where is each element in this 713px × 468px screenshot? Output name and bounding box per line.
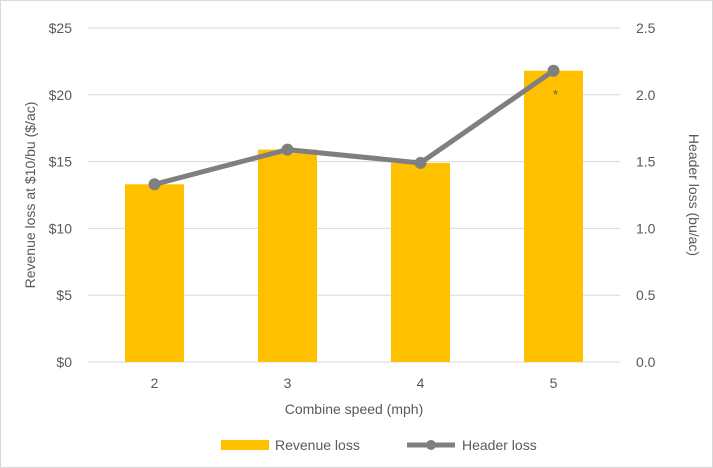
y-tick-label: $25 (49, 20, 73, 36)
y-tick-label: $15 (49, 154, 73, 170)
y2-axis-ticks: 0.0 0.5 1.0 1.5 2.0 2.5 (636, 20, 656, 370)
bar-4 (391, 162, 450, 362)
y2-tick-label: 0.5 (636, 287, 656, 303)
y-tick-label: $10 (49, 220, 73, 236)
y2-tick-label: 2.0 (636, 87, 656, 103)
y2-axis-title: Header loss (bu/ac) (686, 134, 702, 256)
x-tick-label: 4 (417, 375, 425, 391)
y2-tick-label: 0.0 (636, 354, 656, 370)
header-loss-line (153, 68, 555, 187)
x-tick-label: 5 (550, 375, 558, 391)
y-tick-label: $5 (56, 287, 72, 303)
bar-3 (258, 149, 317, 362)
legend-label-header-loss: Header loss (462, 437, 537, 453)
y2-tick-label: 1.5 (636, 154, 656, 170)
y2-tick-label: 2.5 (636, 20, 656, 36)
y-tick-label: $20 (49, 87, 73, 103)
line-point-2 (148, 178, 161, 191)
legend-label-revenue-loss: Revenue loss (275, 437, 360, 453)
x-axis-ticks: 2 3 4 5 (151, 375, 558, 391)
line-point-3 (281, 143, 294, 156)
line-point-5 (547, 64, 560, 77)
y2-tick-label: 1.0 (636, 220, 656, 236)
annotation-asterisk: * (553, 87, 558, 102)
y-axis-ticks: $0 $5 $10 $15 $20 $25 (49, 20, 73, 370)
y-axis-title: Revenue loss at $10/bu ($/ac) (22, 102, 38, 289)
legend-swatch-revenue-loss (221, 440, 269, 450)
bar-series (125, 70, 583, 362)
y-tick-label: $0 (56, 354, 72, 370)
legend: Revenue loss Header loss (221, 437, 537, 453)
bar-5 (524, 70, 583, 362)
bar-2 (125, 184, 184, 362)
legend-marker-header-loss (426, 440, 436, 450)
line-point-4 (414, 156, 427, 169)
x-axis-title: Combine speed (mph) (285, 401, 424, 417)
x-tick-label: 3 (284, 375, 292, 391)
x-tick-label: 2 (151, 375, 159, 391)
line-series (148, 64, 560, 191)
